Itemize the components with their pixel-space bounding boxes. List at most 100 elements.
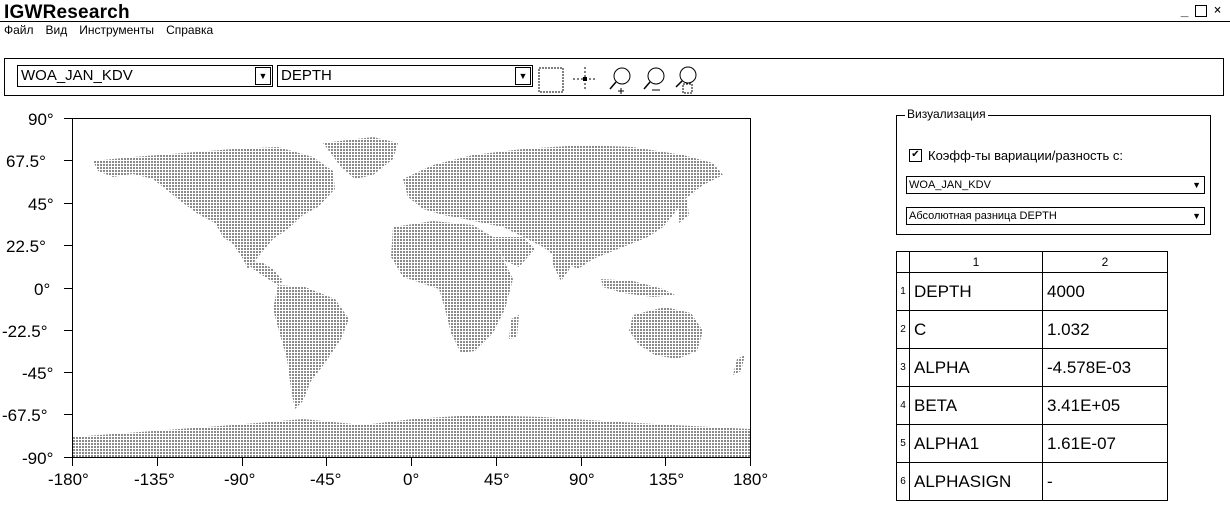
menu-help[interactable]: Справка bbox=[166, 23, 214, 37]
table-row[interactable]: 6 ALPHASIGN - bbox=[896, 462, 1224, 501]
column-header[interactable]: 2 bbox=[1042, 251, 1168, 273]
table-row[interactable]: 5 ALPHA1 1.61E-07 bbox=[896, 424, 1224, 463]
africa bbox=[391, 221, 513, 353]
param-value[interactable]: -4.578E-03 bbox=[1042, 348, 1168, 387]
dataset-select[interactable]: WOA_JAN_KDV ▼ bbox=[17, 65, 273, 87]
param-value[interactable]: 3.41E+05 bbox=[1042, 386, 1168, 425]
australia bbox=[629, 307, 703, 359]
x-tick bbox=[581, 458, 582, 466]
param-value[interactable]: - bbox=[1042, 462, 1168, 501]
table-header-row: 1 2 bbox=[896, 251, 1223, 501]
x-tick bbox=[72, 458, 73, 466]
x-tick-label: -45° bbox=[310, 470, 342, 489]
param-value[interactable]: 4000 bbox=[1042, 272, 1168, 311]
row-index: 4 bbox=[896, 386, 910, 425]
x-tick bbox=[411, 458, 412, 466]
x-tick-label: 135° bbox=[649, 470, 685, 489]
x-tick-label: 45° bbox=[484, 470, 510, 489]
x-tick bbox=[157, 458, 158, 466]
x-tick-label: 90° bbox=[569, 470, 595, 489]
column-header[interactable]: 1 bbox=[909, 251, 1043, 273]
field-select[interactable]: DEPTH ▼ bbox=[277, 65, 533, 87]
param-name[interactable]: C bbox=[909, 310, 1043, 349]
y-tick-label: 45° bbox=[28, 195, 54, 214]
maximize-button[interactable] bbox=[1195, 5, 1207, 17]
zoom-rect-icon[interactable] bbox=[673, 65, 703, 95]
window-title: IGWResearch bbox=[4, 2, 130, 23]
param-name[interactable]: ALPHA bbox=[909, 348, 1043, 387]
x-tick bbox=[242, 458, 243, 466]
toolbar: WOA_JAN_KDV ▼ DEPTH ▼ bbox=[4, 58, 1224, 96]
compare-dataset-value: WOA_JAN_KDV bbox=[909, 179, 991, 191]
y-tick-label: -45° bbox=[22, 364, 54, 383]
y-tick-label: 0° bbox=[34, 280, 51, 299]
y-tick bbox=[64, 414, 72, 415]
south-america bbox=[273, 285, 349, 409]
eurasia bbox=[403, 145, 723, 269]
parameter-table: 1 2 1 DEPTH 4000 2 C 1.032 3 ALPHA -4.57… bbox=[896, 251, 1223, 501]
param-name[interactable]: BETA bbox=[909, 386, 1043, 425]
compare-mode-select[interactable]: Абсолютная разница DEPTH ▼ bbox=[906, 207, 1205, 225]
y-tick bbox=[64, 288, 72, 289]
y-tick bbox=[64, 372, 72, 373]
x-tick bbox=[665, 458, 666, 466]
x-tick bbox=[326, 458, 327, 466]
param-value[interactable]: 1.032 bbox=[1042, 310, 1168, 349]
indonesia bbox=[601, 279, 675, 297]
y-tick bbox=[64, 118, 72, 119]
y-tick bbox=[64, 160, 72, 161]
param-value[interactable]: 1.61E-07 bbox=[1042, 424, 1168, 463]
row-index: 2 bbox=[896, 310, 910, 349]
x-tick bbox=[750, 458, 751, 466]
menu-tools[interactable]: Инструменты bbox=[79, 23, 155, 37]
x-tick-label: -180° bbox=[48, 470, 89, 489]
compare-checkbox[interactable]: ✔ bbox=[909, 149, 922, 162]
chevron-down-icon[interactable]: ▼ bbox=[515, 67, 531, 85]
y-tick bbox=[64, 245, 72, 246]
arabia bbox=[493, 237, 535, 267]
x-tick bbox=[496, 458, 497, 466]
central-america bbox=[243, 259, 283, 285]
india bbox=[551, 241, 573, 281]
table-row[interactable]: 2 C 1.032 bbox=[896, 310, 1224, 349]
antarctica bbox=[73, 437, 750, 457]
table-row[interactable]: 4 BETA 3.41E+05 bbox=[896, 386, 1224, 425]
dataset-select-value: WOA_JAN_KDV bbox=[21, 67, 133, 84]
y-tick bbox=[64, 330, 72, 331]
x-tick-label: 0° bbox=[403, 470, 420, 489]
x-tick-label: -135° bbox=[134, 470, 175, 489]
compare-checkbox-row[interactable]: ✔ Коэфф-ты вариации/разность с: bbox=[909, 148, 1123, 163]
window-controls: _ × bbox=[1176, 2, 1226, 20]
crosshair-icon[interactable] bbox=[571, 65, 601, 95]
table-row[interactable]: 3 ALPHA -4.578E-03 bbox=[896, 348, 1224, 387]
row-index: 6 bbox=[896, 462, 910, 501]
zoom-in-icon[interactable] bbox=[607, 65, 637, 95]
menu-view[interactable]: Вид bbox=[45, 23, 68, 37]
close-button[interactable]: × bbox=[1213, 3, 1222, 18]
field-select-value: DEPTH bbox=[281, 67, 332, 84]
title-divider bbox=[0, 21, 1230, 22]
row-index: 5 bbox=[896, 424, 910, 463]
chevron-down-icon[interactable]: ▼ bbox=[1192, 211, 1201, 221]
x-tick-label: 180° bbox=[733, 470, 769, 489]
menu-file[interactable]: Файл bbox=[4, 23, 34, 37]
north-america bbox=[93, 147, 335, 269]
select-rect-icon[interactable] bbox=[537, 65, 567, 95]
y-tick-label: 67.5° bbox=[6, 152, 46, 171]
chevron-down-icon[interactable]: ▼ bbox=[255, 67, 271, 85]
zoom-out-icon[interactable] bbox=[641, 65, 671, 95]
map-plot[interactable] bbox=[72, 118, 751, 458]
param-name[interactable]: ALPHA1 bbox=[909, 424, 1043, 463]
param-name[interactable]: ALPHASIGN bbox=[909, 462, 1043, 501]
compare-dataset-select[interactable]: WOA_JAN_KDV ▼ bbox=[906, 176, 1205, 194]
param-name[interactable]: DEPTH bbox=[909, 272, 1043, 311]
compare-mode-value: Абсолютная разница DEPTH bbox=[909, 210, 1057, 222]
y-tick-label: -90° bbox=[22, 449, 54, 468]
y-tick bbox=[64, 203, 72, 204]
chevron-down-icon[interactable]: ▼ bbox=[1192, 180, 1201, 190]
minimize-button[interactable]: _ bbox=[1180, 3, 1189, 18]
new-zealand bbox=[733, 355, 745, 375]
row-index: 1 bbox=[896, 272, 910, 311]
y-tick bbox=[64, 457, 72, 458]
y-tick-label: 90° bbox=[28, 110, 54, 129]
